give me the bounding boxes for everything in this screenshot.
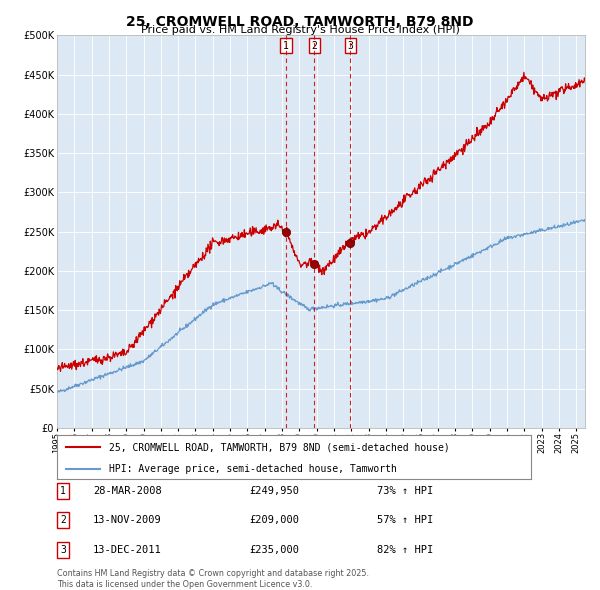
Text: 3: 3 [347,41,353,51]
Text: 3: 3 [60,545,66,555]
Text: 1: 1 [283,41,289,51]
Text: 2: 2 [311,41,317,51]
Text: £249,950: £249,950 [249,486,299,496]
Text: £235,000: £235,000 [249,545,299,555]
Text: 82% ↑ HPI: 82% ↑ HPI [377,545,433,555]
Text: 25, CROMWELL ROAD, TAMWORTH, B79 8ND (semi-detached house): 25, CROMWELL ROAD, TAMWORTH, B79 8ND (se… [109,442,450,452]
Text: Price paid vs. HM Land Registry's House Price Index (HPI): Price paid vs. HM Land Registry's House … [140,25,460,35]
Text: 57% ↑ HPI: 57% ↑ HPI [377,516,433,525]
Text: 2: 2 [60,516,66,525]
Text: 13-NOV-2009: 13-NOV-2009 [93,516,162,525]
Text: 73% ↑ HPI: 73% ↑ HPI [377,486,433,496]
Text: 13-DEC-2011: 13-DEC-2011 [93,545,162,555]
Text: 1: 1 [60,486,66,496]
Text: 25, CROMWELL ROAD, TAMWORTH, B79 8ND: 25, CROMWELL ROAD, TAMWORTH, B79 8ND [126,15,474,29]
Text: Contains HM Land Registry data © Crown copyright and database right 2025.
This d: Contains HM Land Registry data © Crown c… [57,569,369,589]
Text: HPI: Average price, semi-detached house, Tamworth: HPI: Average price, semi-detached house,… [109,464,397,474]
Text: £209,000: £209,000 [249,516,299,525]
Text: 28-MAR-2008: 28-MAR-2008 [93,486,162,496]
